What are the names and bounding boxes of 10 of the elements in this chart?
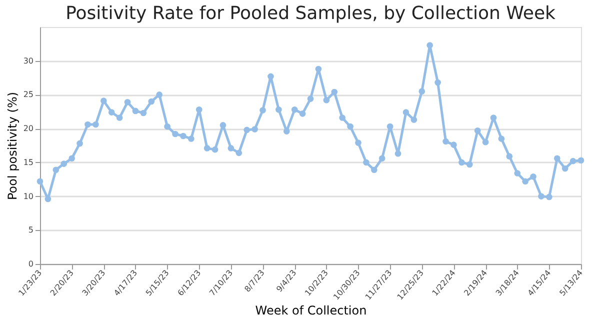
x-axis-title: Week of Collection [255, 304, 367, 318]
chart-title: Positivity Rate for Pooled Samples, by Collection Week [66, 3, 556, 24]
y-axis-title: Pool positivity (%) [5, 92, 20, 200]
y-tick-label: 5 [28, 226, 34, 235]
y-tick-label: 0 [28, 260, 34, 268]
y-tick-label: 15 [23, 158, 34, 167]
y-tick-label: 10 [23, 192, 34, 201]
y-tick-label: 25 [23, 90, 34, 100]
y-tick-label: 30 [23, 56, 34, 66]
y-tick-label: 20 [23, 124, 34, 134]
